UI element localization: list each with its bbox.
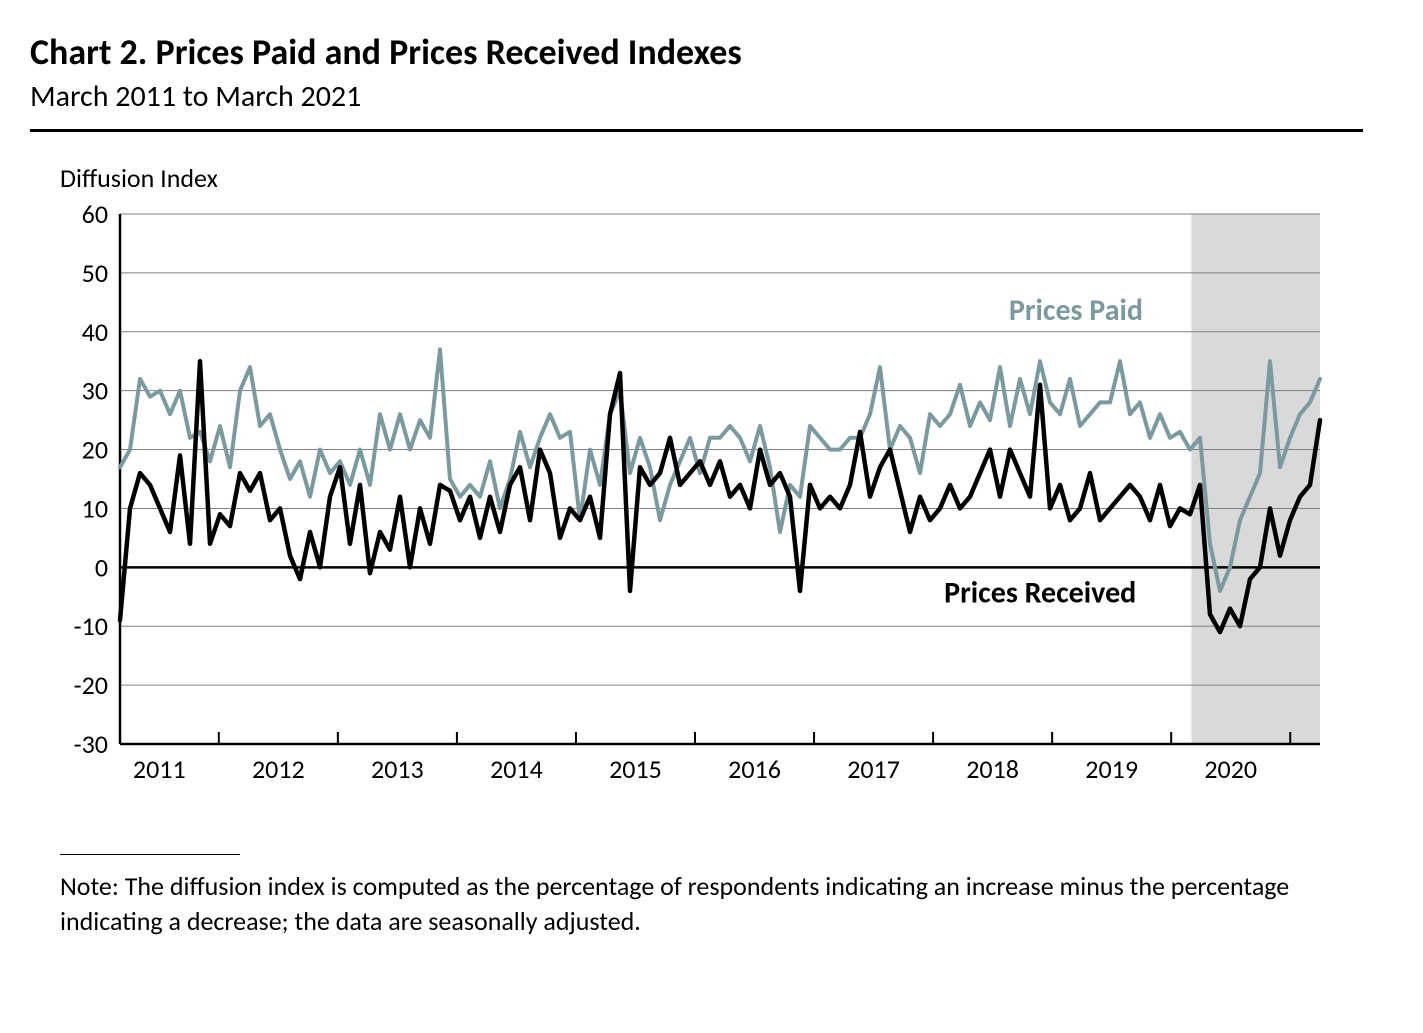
series-label-prices-received: Prices Received xyxy=(944,575,1136,612)
y-tick-label: 10 xyxy=(82,492,108,524)
y-tick-label: -10 xyxy=(74,610,108,642)
x-tick-label: 2018 xyxy=(966,753,1019,785)
chart-subtitle: March 2011 to March 2021 xyxy=(30,78,1363,115)
x-tick-label: 2019 xyxy=(1085,753,1138,785)
y-tick-label: -30 xyxy=(74,728,108,760)
y-tick-label: 50 xyxy=(82,257,108,289)
chart-page: Chart 2. Prices Paid and Prices Received… xyxy=(0,0,1423,1033)
footnote-rule xyxy=(60,854,240,855)
series-line-prices-paid xyxy=(120,349,1320,591)
x-tick-label: 2020 xyxy=(1204,753,1257,785)
y-tick-label: 0 xyxy=(95,551,108,583)
line-chart-svg: -30 -20 -10 0 10 20 30 40 50 60 2011 2012 2013 2014 20… xyxy=(30,204,1330,804)
x-tick-label: 2014 xyxy=(490,753,543,785)
footnote-text: Note: The diffusion index is computed as… xyxy=(60,869,1333,939)
y-tick-label: 30 xyxy=(82,375,108,407)
y-tick-label: 40 xyxy=(82,316,108,348)
x-tick-label: 2015 xyxy=(609,753,662,785)
x-tick-label: 2011 xyxy=(133,753,186,785)
y-tick-label: -20 xyxy=(74,669,108,701)
y-tick-label: 20 xyxy=(82,434,108,466)
y-tick-label: 60 xyxy=(82,204,108,230)
x-tick-label: 2013 xyxy=(371,753,424,785)
x-tick-label: 2016 xyxy=(728,753,781,785)
chart-area: -30 -20 -10 0 10 20 30 40 50 60 2011 2012 2013 2014 20… xyxy=(30,204,1330,804)
y-axis-title: Diffusion Index xyxy=(60,162,1363,194)
series-label-prices-paid: Prices Paid xyxy=(1009,292,1143,329)
title-rule xyxy=(30,129,1363,132)
x-tick-label: 2012 xyxy=(252,753,305,785)
chart-title: Chart 2. Prices Paid and Prices Received… xyxy=(30,30,1363,74)
x-tick-label: 2017 xyxy=(847,753,900,785)
